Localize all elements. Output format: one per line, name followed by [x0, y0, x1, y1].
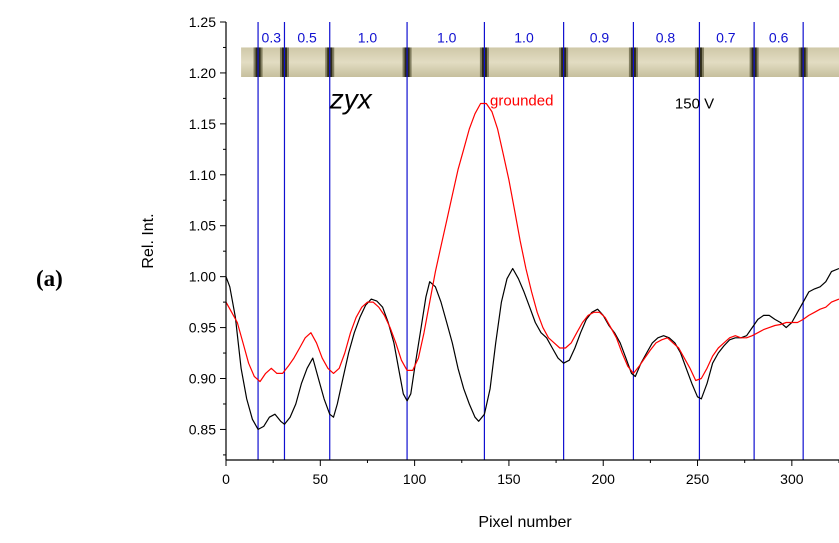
y-tick-label: 1.10 [189, 167, 216, 183]
y-tick-label: 0.90 [189, 371, 216, 387]
spacing-label: 0.6 [769, 29, 789, 45]
x-tick-label: 250 [686, 471, 710, 487]
spacing-label: 0.5 [297, 29, 317, 45]
x-tick-label: 50 [313, 471, 329, 487]
divider-lines [257, 22, 804, 460]
series-line [226, 267, 839, 430]
annotation-label: 150 V [675, 96, 714, 113]
y-tick-label: 0.95 [189, 320, 216, 336]
x-axis-title: Pixel number [478, 514, 572, 531]
spacing-label: 0.7 [716, 29, 736, 45]
x-tick-label: 300 [780, 471, 804, 487]
annotation-label: grounded [490, 93, 553, 110]
annotation-label: zyx [329, 84, 373, 115]
y-tick-label: 0.85 [189, 421, 216, 437]
spacing-label: 1.0 [437, 29, 457, 45]
spacing-label: 0.9 [590, 29, 610, 45]
series-line [226, 102, 839, 383]
y-tick-label: 1.25 [189, 14, 216, 30]
axes: 0.85 0.90 0.95 1.00 1.05 1.10 1.15 1.20 1.25 0 50 1… [189, 14, 839, 487]
x-tick-label: 200 [592, 471, 616, 487]
image-strip [241, 47, 839, 78]
x-tick-label: 150 [497, 471, 521, 487]
y-tick-label: 1.05 [189, 218, 216, 234]
panel-label: (a) [36, 266, 63, 291]
x-tick-label: 100 [403, 471, 427, 487]
spacing-label: 1.0 [514, 29, 534, 45]
x-tick-label: 0 [222, 471, 230, 487]
y-axis-title: Rel. Int. [140, 213, 157, 268]
series-group [226, 102, 839, 430]
y-tick-label: 1.20 [189, 65, 216, 81]
label-layer: 0.3 0.5 1.0 1.0 1.0 0.9 0.8 0.7 0.6 zyx grounded 15… [262, 29, 789, 114]
strip-background [241, 47, 839, 78]
y-tick-label: 1.15 [189, 116, 216, 132]
spacing-label: 1.0 [358, 29, 378, 45]
spacing-label: 0.8 [656, 29, 676, 45]
spacing-label: 0.3 [262, 29, 282, 45]
y-tick-label: 1.00 [189, 269, 216, 285]
